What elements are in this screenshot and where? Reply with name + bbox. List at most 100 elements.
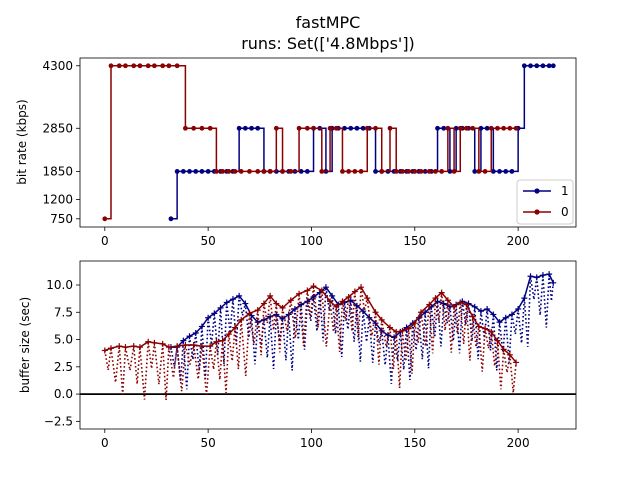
series-1-drain-line [170, 274, 555, 390]
series-1-point [354, 125, 360, 131]
series-0-point [207, 343, 214, 350]
series-1-point [205, 314, 212, 321]
series-1-point [304, 168, 310, 174]
series-0-point [255, 168, 261, 174]
series-0-point [387, 324, 393, 331]
series-0-point [501, 125, 507, 131]
series-1-point [484, 125, 490, 131]
series-0-point [238, 168, 244, 174]
series-1-point [453, 125, 459, 131]
series-0-point [122, 344, 129, 351]
series-0-point [346, 168, 352, 174]
series-0-point [333, 303, 340, 310]
series-1-point [310, 294, 317, 300]
series-0-point [225, 331, 232, 338]
series-1-point [546, 271, 553, 278]
series-1-point [236, 292, 243, 299]
series-0-point [507, 125, 513, 131]
series-0-point [412, 168, 418, 174]
series-0-point [166, 63, 172, 69]
series-0-point [116, 63, 122, 69]
series-0-point [451, 168, 457, 174]
series-0-point [101, 347, 108, 354]
buffer-xtick-label: 200 [507, 436, 530, 450]
series-0-point [433, 168, 438, 174]
series-0-point [280, 168, 285, 174]
series-0-point [260, 300, 267, 307]
series-0-point [379, 168, 385, 174]
series-1-point [503, 168, 509, 174]
series-0-point [145, 63, 151, 69]
series-1-point [366, 314, 373, 321]
series-0-point [393, 168, 399, 174]
series-0-point [333, 125, 339, 131]
series-1-point [540, 63, 546, 69]
series-0-point [444, 297, 451, 304]
series-1-point [471, 303, 478, 310]
series-0-point [387, 125, 393, 131]
series-1-point [435, 125, 440, 131]
series-0-point [475, 323, 482, 330]
series-1-point [497, 168, 502, 174]
series-1-point [223, 299, 230, 306]
series-0-point [136, 344, 143, 351]
series-1-point [527, 273, 534, 280]
series-1-point [360, 308, 367, 315]
legend-label-1: 1 [561, 184, 569, 198]
series-0-point [476, 168, 482, 174]
series-0-point [364, 295, 371, 302]
buffer-xtick-label: 0 [101, 436, 109, 450]
series-0-point [108, 345, 114, 352]
buffer-ytick-label: −2.5 [44, 414, 73, 428]
series-0-point [190, 342, 197, 348]
buffer-xtick-label: 50 [200, 436, 215, 450]
series-0-point [339, 298, 346, 305]
series-0-point [432, 295, 439, 302]
bitrate-ytick-label: 1850 [42, 164, 73, 178]
series-1-line [170, 65, 554, 220]
legend-marker-1 [534, 188, 540, 194]
series-0-point [296, 290, 303, 297]
series-0-point [418, 309, 424, 316]
series-0-point [351, 288, 358, 295]
series-0-point [108, 63, 114, 69]
series-0-point [500, 346, 507, 353]
series-1-point [242, 300, 249, 307]
series-1-point [249, 125, 254, 131]
series-0-point [261, 168, 267, 174]
series-0-point [199, 125, 205, 131]
buffer-ytick-label: 7.5 [54, 305, 73, 319]
series-0-point [304, 287, 311, 294]
series-0-point [267, 168, 273, 174]
series-0-point [399, 327, 406, 334]
series-1-point [229, 296, 236, 303]
series-1-point [534, 63, 540, 69]
bitrate-xtick-label: 0 [101, 234, 109, 248]
series-0-point [457, 299, 464, 306]
series-1-point [168, 216, 174, 222]
series-0-point [214, 168, 219, 174]
series-0-point [513, 359, 520, 366]
series-0-point [463, 301, 470, 308]
series-0-point [159, 340, 166, 347]
legend-marker-0 [534, 209, 540, 215]
series-1-point [180, 337, 187, 344]
series-1-point [515, 306, 522, 312]
series-0-point [165, 344, 172, 351]
series-0-point [438, 289, 445, 296]
series-0-point [439, 168, 445, 174]
series-0-point [418, 168, 424, 174]
series-0-point [207, 125, 213, 131]
series-1-point [521, 63, 527, 69]
buffer-panel: 0 50 100 150 200 −2.5 0.0 2.5 5.0 7.5 10.0 [44, 260, 577, 450]
series-0-point [145, 338, 152, 345]
buffer-ytick-label: 10.0 [46, 278, 73, 292]
series-0-point [160, 63, 166, 69]
series-1-point [502, 314, 509, 321]
series-0-point [191, 125, 197, 131]
buffer-ytick-label: 2.5 [54, 360, 73, 374]
series-0-point [310, 283, 317, 290]
series-0-point [287, 297, 294, 304]
series-1-point [546, 63, 552, 69]
